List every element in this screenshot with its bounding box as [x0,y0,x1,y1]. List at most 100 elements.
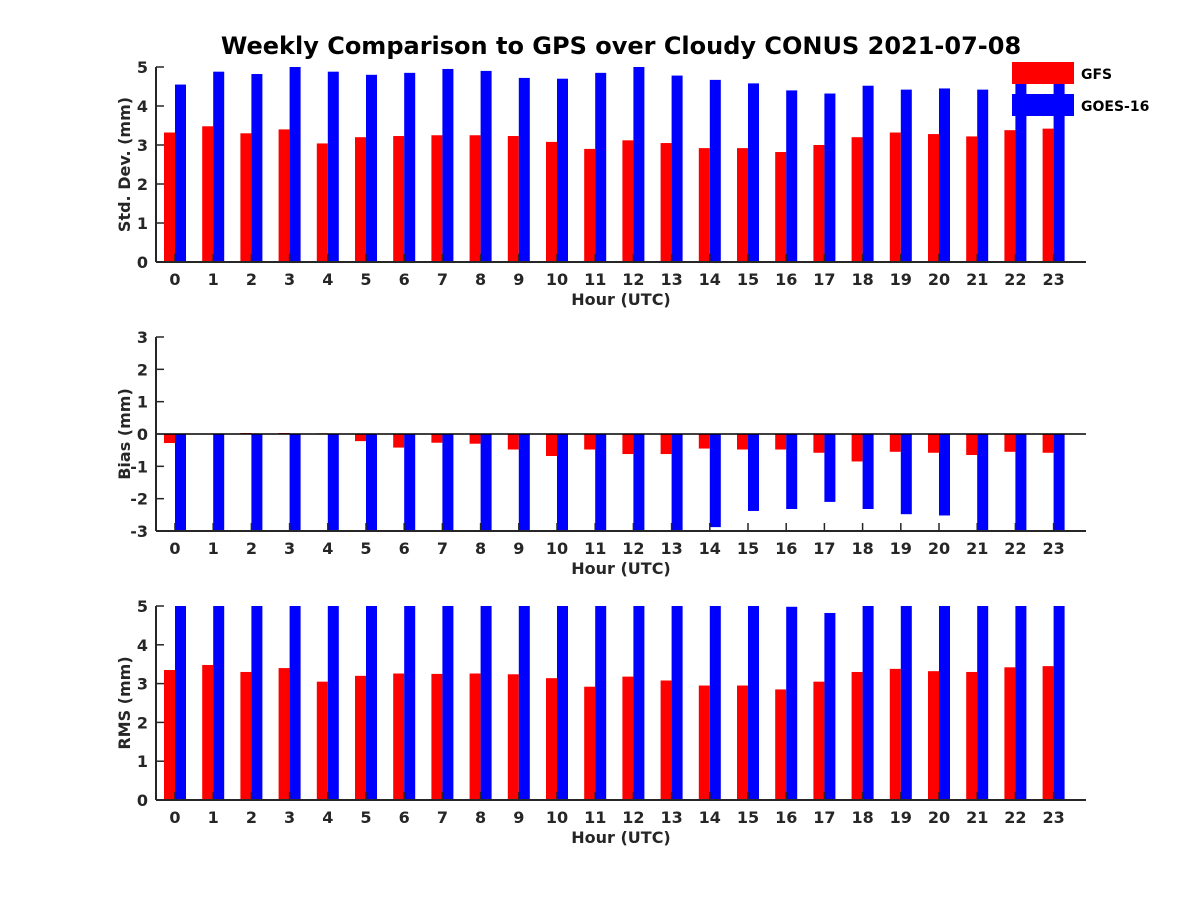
x-tick-label: 10 [546,539,568,558]
x-tick-label: 20 [928,539,950,558]
y-tick-label: 2 [137,713,148,732]
legend-swatch-gfs [1012,62,1074,84]
y-tick-label: 3 [137,136,148,155]
x-axis-label: Hour (UTC) [571,828,671,847]
x-tick-label: 15 [737,539,759,558]
bar-gfs-hour-22 [1004,667,1016,800]
x-tick-label: 2 [246,270,257,289]
bar-goes-16-hour-18 [862,434,874,510]
x-tick-label: 8 [475,539,486,558]
y-tick-label: 5 [137,58,148,77]
bar-gfs-hour-8 [469,434,481,444]
bar-goes-16-hour-6 [404,72,416,262]
bar-goes-16-hour-23 [1053,434,1065,531]
y-tick-label: 2 [137,175,148,194]
bar-goes-16-hour-12 [633,606,645,800]
bar-goes-16-hour-8 [480,606,492,800]
x-tick-label: 23 [1042,539,1064,558]
bar-goes-16-hour-15 [748,83,759,262]
bar-goes-16-hour-22 [1015,434,1027,531]
x-tick-label: 0 [169,808,180,827]
x-tick-label: 16 [775,539,797,558]
bar-gfs-hour-20 [928,434,939,453]
bar-gfs-hour-21 [966,671,978,800]
bar-goes-16-hour-9 [518,77,530,262]
bar-gfs-hour-5 [355,675,366,800]
bar-gfs-hour-10 [546,434,557,456]
bar-goes-16-hour-10 [557,78,568,262]
y-tick-label: 1 [137,214,148,233]
x-tick-label: 0 [169,539,180,558]
bar-gfs-hour-4 [316,143,328,262]
bar-gfs-hour-5 [355,137,366,262]
bar-goes-16-hour-16 [786,434,798,510]
bar-gfs-hour-2 [240,671,252,800]
bar-gfs-hour-12 [622,676,634,800]
bar-gfs-hour-0 [164,670,175,800]
bar-gfs-hour-19 [889,434,901,452]
bar-goes-16-hour-9 [518,606,530,800]
y-tick-label: 4 [137,97,148,116]
bar-gfs-hour-14 [698,685,710,800]
bar-gfs-hour-22 [1004,130,1016,262]
bar-gfs-hour-17 [813,145,825,262]
x-tick-label: 17 [813,270,835,289]
chart-title: Weekly Comparison to GPS over Cloudy CON… [221,32,1021,60]
y-tick-label: -2 [130,490,148,509]
bar-goes-16-hour-5 [366,434,377,531]
bar-gfs-hour-12 [622,434,634,455]
x-tick-label: 13 [660,270,682,289]
bar-goes-16-hour-2 [251,434,263,531]
bar-goes-16-hour-20 [939,434,950,516]
x-tick-label: 20 [928,270,950,289]
bar-goes-16-hour-14 [709,79,721,263]
bar-gfs-hour-15 [737,148,748,262]
bar-gfs-hour-7 [431,673,443,800]
bar-goes-16-hour-12 [633,434,645,531]
bar-goes-16-hour-17 [824,612,836,800]
bar-gfs-hour-15 [737,685,748,800]
bar-gfs-hour-13 [660,434,672,455]
bar-gfs-hour-21 [966,434,978,456]
legend-label-gfs: GFS [1081,67,1112,83]
x-tick-label: 11 [584,808,606,827]
bar-goes-16-hour-14 [709,606,721,800]
bar-gfs-hour-18 [851,434,863,462]
bar-goes-16-hour-13 [671,75,683,262]
bar-gfs-hour-3 [278,129,290,262]
bar-gfs-hour-8 [469,673,481,800]
x-tick-label: 19 [890,539,912,558]
bar-gfs-hour-11 [584,148,596,262]
bar-goes-16-hour-22 [1015,606,1027,800]
bar-goes-16-hour-15 [748,434,759,511]
x-tick-label: 7 [437,808,448,827]
bar-goes-16-hour-23 [1053,606,1065,800]
bar-goes-16-hour-19 [900,89,912,263]
x-tick-label: 6 [399,808,410,827]
bar-goes-16-hour-21 [977,606,989,800]
bar-goes-16-hour-5 [366,606,377,800]
y-tick-label: 1 [137,752,148,771]
x-tick-label: 22 [1004,808,1026,827]
x-tick-label: 20 [928,808,950,827]
bar-gfs-hour-6 [393,136,405,262]
bar-goes-16-hour-9 [518,434,530,531]
bar-gfs-hour-8 [469,135,481,262]
x-tick-label: 10 [546,270,568,289]
x-axis-label: Hour (UTC) [571,290,671,309]
bar-gfs-hour-9 [507,674,519,800]
bar-gfs-hour-14 [698,148,710,262]
x-tick-label: 10 [546,808,568,827]
y-tick-label: 0 [137,425,148,444]
bar-goes-16-hour-19 [900,434,912,515]
bar-gfs-hour-11 [584,434,596,450]
bar-gfs-hour-11 [584,686,596,800]
y-tick-label: 1 [137,393,148,412]
bar-gfs-hour-12 [622,140,634,262]
x-tick-label: 14 [699,539,721,558]
bar-goes-16-hour-23 [1053,76,1065,262]
x-tick-label: 9 [513,539,524,558]
